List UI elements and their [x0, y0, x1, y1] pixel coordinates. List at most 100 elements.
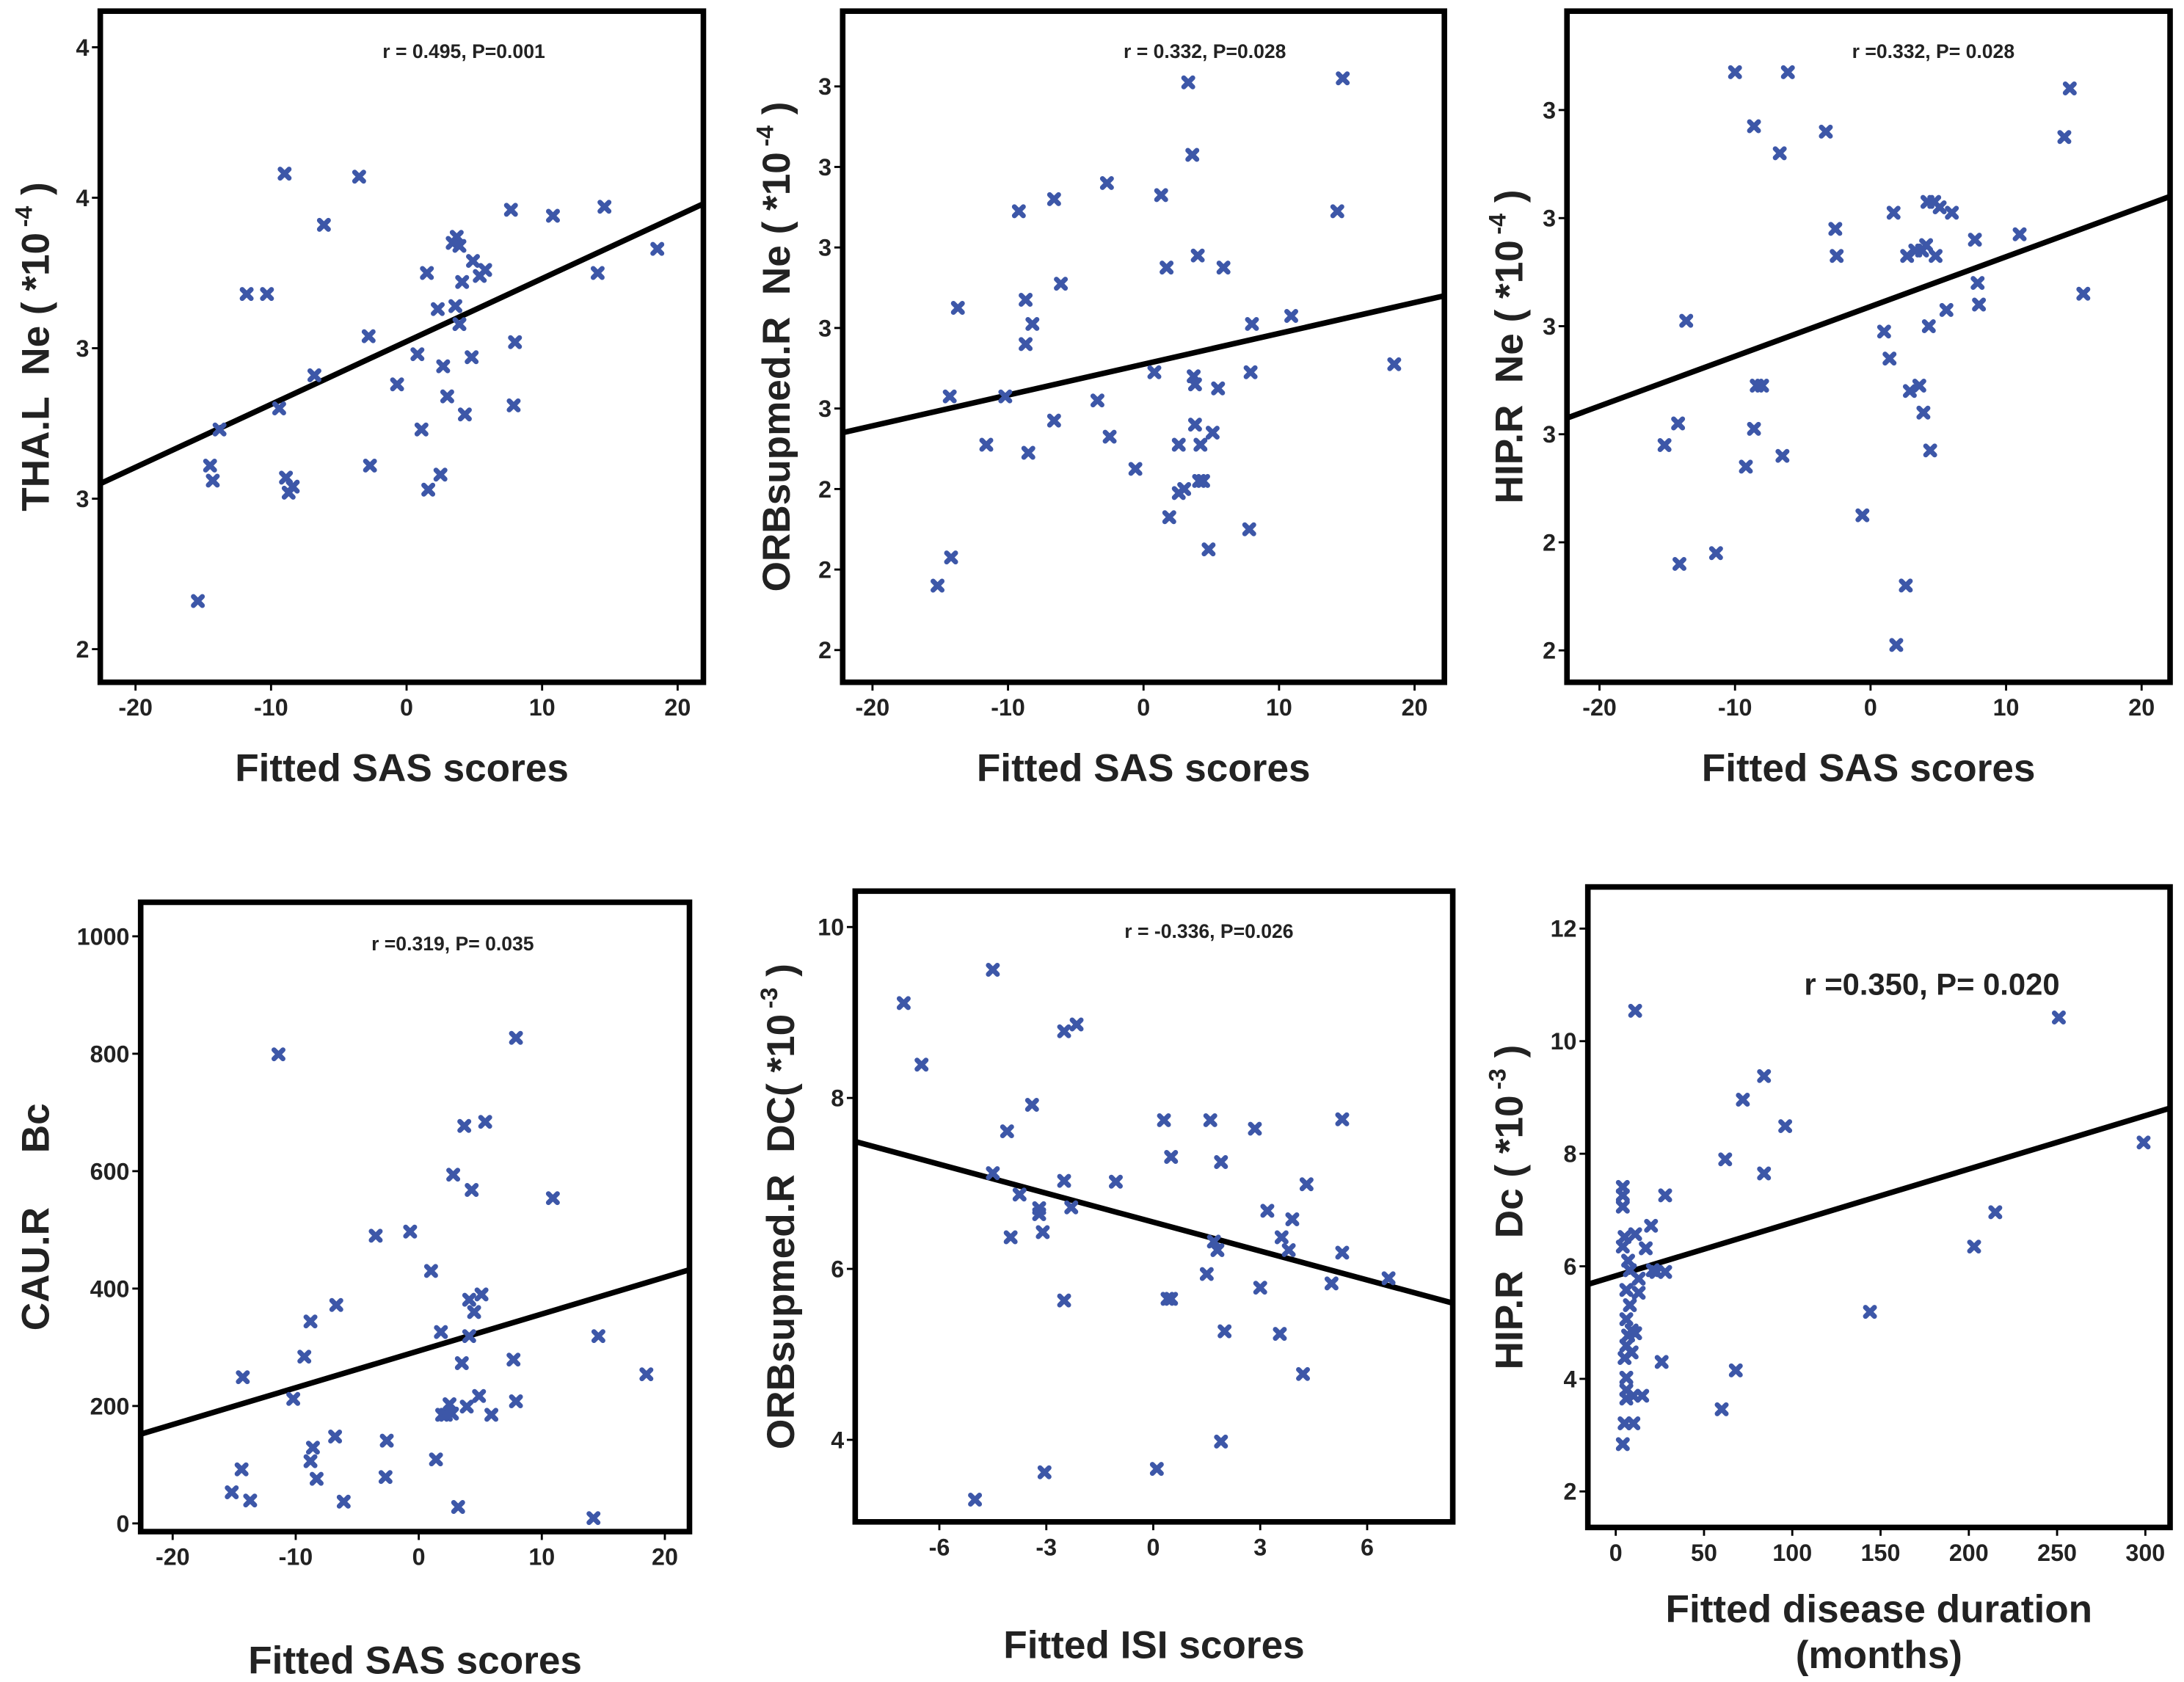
data-point: [305, 1441, 320, 1455]
data-point: [286, 1391, 301, 1406]
data-point: [950, 301, 965, 315]
data-point: [944, 550, 958, 565]
data-point: [429, 1452, 443, 1467]
x-tick-label: -3: [1035, 1534, 1057, 1560]
data-point: [1274, 1230, 1289, 1245]
data-point: [272, 401, 286, 415]
data-point: [1877, 324, 1891, 339]
data-point: [1336, 71, 1350, 86]
plot-frame: [1584, 884, 2173, 1531]
data-point: [1154, 188, 1168, 203]
data-point: [1201, 542, 1216, 557]
x-tick-label: 10: [1266, 694, 1292, 721]
data-point: [1919, 238, 1934, 252]
data-point: [1185, 148, 1200, 162]
data-point: [1128, 462, 1143, 476]
data-point: [1205, 426, 1220, 440]
data-point: [1003, 1230, 1018, 1245]
y-axis-label: CAU.R Bc: [14, 1103, 57, 1330]
data-point: [1921, 318, 1936, 333]
x-tick-label: 100: [1772, 1540, 1812, 1566]
y-axis-label-exponent: -4: [11, 206, 37, 227]
data-point: [1902, 384, 1917, 398]
panel: -6 -3 0 3 6 4 6 8 10 r = -0.336, P=0.026 Fitted IS…: [756, 888, 1456, 1667]
x-tick-label: 0: [1137, 694, 1150, 721]
data-point: [297, 1350, 312, 1364]
data-point: [1882, 352, 1897, 366]
data-point: [1260, 1204, 1275, 1218]
data-point: [466, 254, 481, 269]
data-point: [545, 208, 560, 223]
data-point: [285, 479, 300, 494]
data-point: [1108, 1174, 1123, 1189]
x-tick-label: 0: [400, 694, 413, 721]
data-point: [1772, 146, 1787, 161]
data-point: [1628, 1227, 1642, 1242]
y-tick-label: 8: [1564, 1141, 1577, 1168]
data-point: [234, 1462, 249, 1477]
data-point: [363, 458, 377, 473]
data-point: [1216, 261, 1231, 275]
data-point: [440, 389, 454, 404]
data-point: [1830, 249, 1844, 263]
y-tick-label: 3: [76, 486, 90, 512]
data-point: [1064, 1200, 1079, 1215]
data-point: [205, 473, 220, 488]
data-point: [1778, 1119, 1793, 1134]
data-point: [1099, 175, 1114, 190]
data-point: [1679, 313, 1694, 328]
data-point: [1658, 1264, 1672, 1279]
data-point: [431, 302, 445, 316]
data-point: [379, 1433, 394, 1448]
data-point: [1102, 429, 1117, 444]
x-axis-label: (months): [1796, 1634, 1962, 1677]
data-point: [1939, 302, 1954, 317]
y-tick-label: 3: [1543, 421, 1556, 448]
data-point: [1972, 297, 1987, 312]
data-point: [239, 287, 254, 302]
y-axis-label-text: HIP.R Ne ( *10: [1488, 240, 1531, 503]
annotation: r = 0.332, P=0.028: [1124, 40, 1286, 62]
y-tick-label: 200: [90, 1393, 130, 1419]
data-point: [1330, 204, 1344, 219]
data-point: [1619, 1283, 1634, 1297]
y-tick-label: 2: [818, 556, 831, 583]
panel: 0 50 100 150 200 250 300 2 4 6 8 10 12 r =0.350, P= 0…: [1485, 884, 2173, 1677]
data-point: [1945, 205, 1959, 220]
data-point: [1192, 473, 1206, 488]
y-tick-label: 3: [818, 235, 831, 261]
x-tick-label: 10: [528, 1544, 555, 1570]
data-point: [2051, 1011, 2066, 1025]
data-point: [896, 996, 911, 1011]
y-axis-label-end: ): [760, 964, 803, 987]
y-tick-label: 8: [831, 1085, 844, 1112]
data-point: [1187, 377, 1202, 392]
fit-line: [1565, 194, 2172, 421]
y-tick-label: 1000: [77, 923, 130, 950]
data-point: [1968, 233, 1982, 247]
data-point: [478, 263, 492, 277]
data-point: [1037, 1465, 1052, 1479]
data-point: [1747, 421, 1761, 436]
annotation: r =0.350, P= 0.020: [1804, 966, 2059, 1001]
data-point: [1147, 365, 1162, 379]
y-tick-label: 3: [818, 73, 831, 100]
data-point: [454, 1355, 469, 1370]
data-point: [1284, 308, 1299, 323]
data-point: [1335, 1112, 1350, 1126]
x-axis-label: Fitted disease duration: [1666, 1587, 2093, 1631]
y-tick-label: 3: [818, 315, 831, 341]
data-point: [1658, 1188, 1672, 1203]
data-point: [1635, 1388, 1650, 1403]
data-point: [1747, 119, 1761, 134]
x-tick-label: 6: [1361, 1534, 1374, 1560]
fit-line: [1587, 1105, 2172, 1287]
y-tick-label: 2: [1543, 529, 1556, 556]
data-point: [1617, 1230, 1632, 1245]
y-axis-label-end: ): [1488, 189, 1531, 213]
x-tick-label: 200: [1949, 1540, 1989, 1566]
data-point: [1631, 1271, 1646, 1286]
x-axis-label: Fitted SAS scores: [977, 746, 1311, 790]
data-point: [979, 437, 994, 452]
